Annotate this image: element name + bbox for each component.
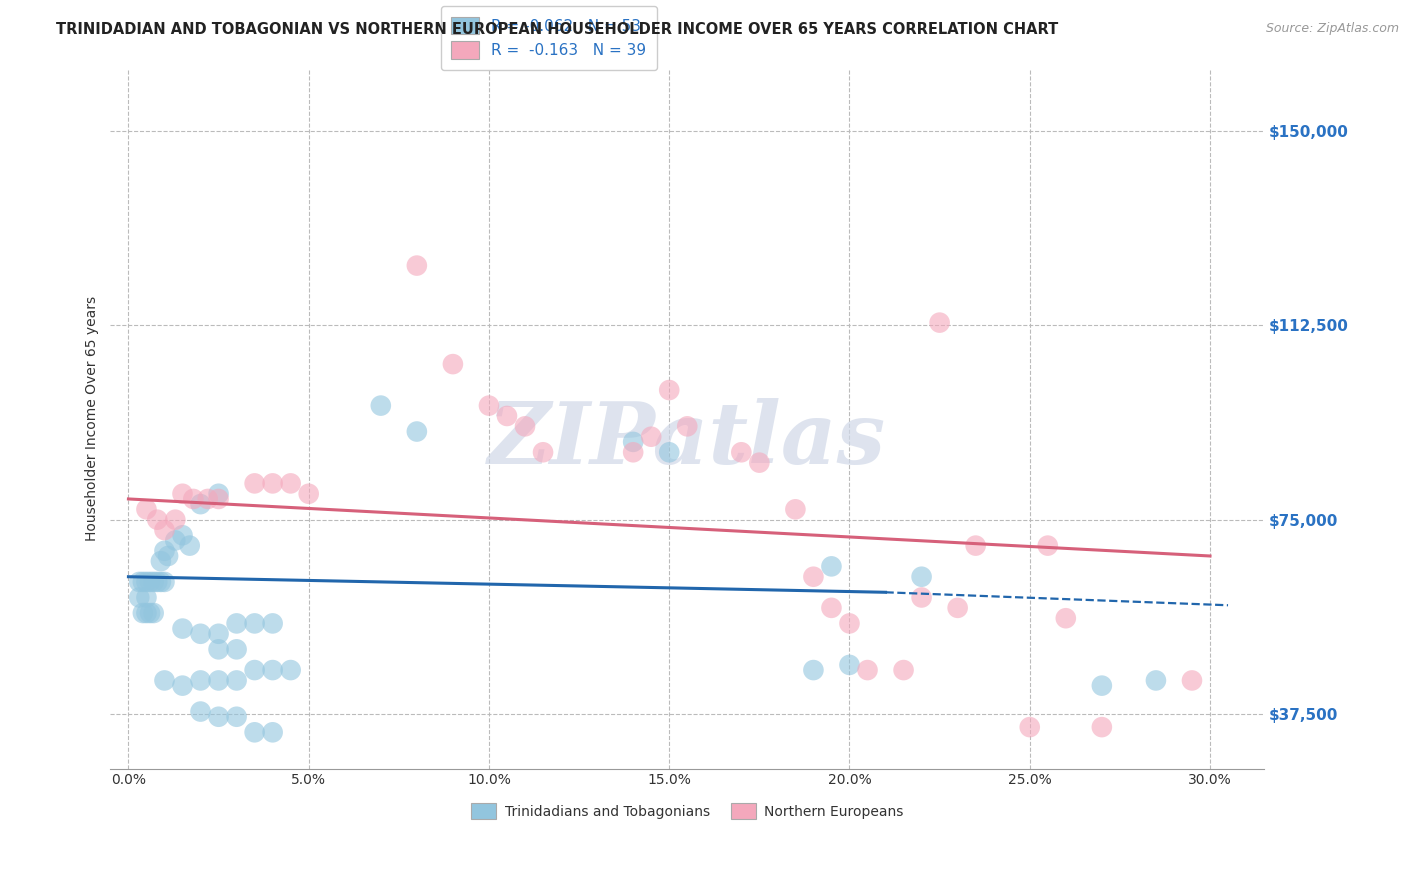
Point: [1054, 611, 1077, 625]
Point: [658, 383, 681, 397]
Point: [478, 399, 501, 413]
Point: [142, 606, 165, 620]
Point: [262, 616, 284, 631]
Point: [658, 445, 681, 459]
Point: [172, 622, 194, 636]
Point: [153, 673, 176, 688]
Point: [856, 663, 879, 677]
Point: [928, 316, 950, 330]
Point: [280, 476, 302, 491]
Point: [243, 725, 266, 739]
Point: [128, 574, 150, 589]
Point: [153, 574, 176, 589]
Point: [748, 456, 770, 470]
Point: [139, 606, 162, 620]
Point: [838, 616, 860, 631]
Point: [243, 476, 266, 491]
Point: [149, 574, 172, 589]
Point: [405, 259, 427, 273]
Point: [370, 399, 392, 413]
Point: [910, 591, 932, 605]
Point: [135, 574, 157, 589]
Point: [820, 600, 842, 615]
Point: [135, 502, 157, 516]
Point: [1018, 720, 1040, 734]
Point: [142, 574, 165, 589]
Point: [207, 673, 229, 688]
Point: [197, 491, 219, 506]
Point: [128, 591, 150, 605]
Point: [225, 710, 247, 724]
Point: [132, 606, 155, 620]
Point: [910, 570, 932, 584]
Point: [1091, 679, 1114, 693]
Point: [207, 491, 229, 506]
Point: [172, 487, 194, 501]
Point: [207, 487, 229, 501]
Point: [190, 497, 212, 511]
Point: [893, 663, 915, 677]
Point: [441, 357, 464, 371]
Point: [405, 425, 427, 439]
Point: [1144, 673, 1167, 688]
Point: [172, 679, 194, 693]
Point: [153, 543, 176, 558]
Point: [513, 419, 536, 434]
Point: [190, 673, 212, 688]
Point: [965, 539, 987, 553]
Point: [640, 430, 662, 444]
Point: [298, 487, 321, 501]
Point: [262, 725, 284, 739]
Point: [730, 445, 752, 459]
Point: [146, 513, 169, 527]
Point: [262, 663, 284, 677]
Point: [207, 642, 229, 657]
Point: [243, 616, 266, 631]
Point: [820, 559, 842, 574]
Point: [803, 663, 825, 677]
Point: [165, 533, 187, 548]
Text: ZIPatlas: ZIPatlas: [488, 398, 886, 482]
Point: [262, 476, 284, 491]
Point: [838, 657, 860, 672]
Point: [190, 627, 212, 641]
Point: [1036, 539, 1059, 553]
Point: [149, 554, 172, 568]
Point: [1181, 673, 1204, 688]
Point: [531, 445, 554, 459]
Point: [157, 549, 180, 563]
Point: [803, 570, 825, 584]
Point: [225, 616, 247, 631]
Text: Source: ZipAtlas.com: Source: ZipAtlas.com: [1265, 22, 1399, 36]
Point: [179, 539, 201, 553]
Point: [165, 513, 187, 527]
Point: [225, 673, 247, 688]
Text: TRINIDADIAN AND TOBAGONIAN VS NORTHERN EUROPEAN HOUSEHOLDER INCOME OVER 65 YEARS: TRINIDADIAN AND TOBAGONIAN VS NORTHERN E…: [56, 22, 1059, 37]
Point: [153, 523, 176, 537]
Point: [621, 434, 644, 449]
Point: [207, 710, 229, 724]
Point: [135, 606, 157, 620]
Point: [243, 663, 266, 677]
Point: [676, 419, 699, 434]
Point: [139, 574, 162, 589]
Point: [225, 642, 247, 657]
Point: [785, 502, 807, 516]
Point: [280, 663, 302, 677]
Point: [946, 600, 969, 615]
Point: [132, 574, 155, 589]
Y-axis label: Householder Income Over 65 years: Householder Income Over 65 years: [86, 296, 100, 541]
Point: [146, 574, 169, 589]
Point: [621, 445, 644, 459]
Point: [496, 409, 519, 423]
Legend: Trinidadians and Tobagonians, Northern Europeans: Trinidadians and Tobagonians, Northern E…: [465, 797, 908, 825]
Point: [1091, 720, 1114, 734]
Point: [183, 491, 205, 506]
Point: [172, 528, 194, 542]
Point: [190, 705, 212, 719]
Point: [135, 591, 157, 605]
Point: [207, 627, 229, 641]
